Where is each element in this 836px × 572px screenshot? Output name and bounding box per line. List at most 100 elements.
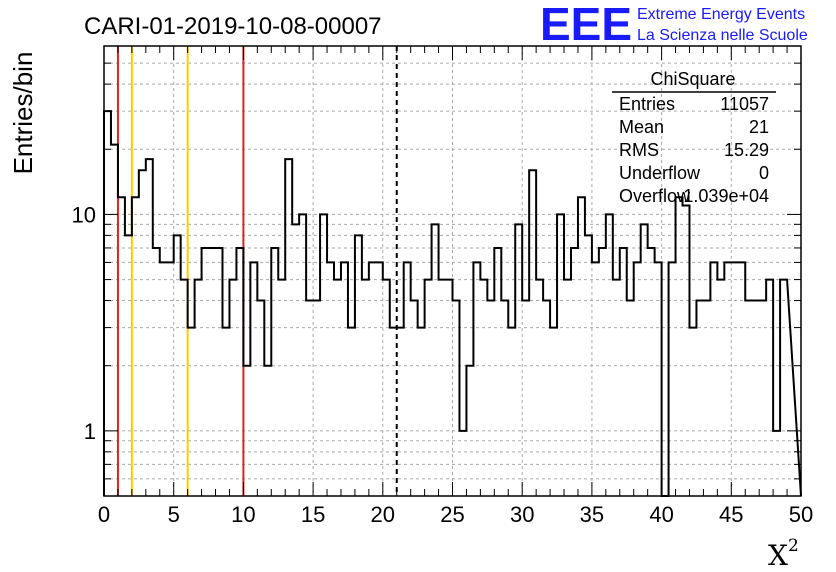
y-tick-label: 10 (72, 202, 96, 227)
histogram-bin (195, 280, 202, 496)
histogram-bin (243, 366, 250, 496)
logo-line-2: La Scienza nelle Scuole (637, 27, 808, 44)
histogram-bin (411, 301, 418, 496)
histogram-bin (209, 248, 216, 496)
logo-mark: EEE (540, 0, 632, 50)
histogram-bin (355, 235, 362, 496)
histogram-bin (292, 224, 299, 496)
histogram-bin (299, 214, 306, 496)
histogram-bin (278, 280, 285, 496)
stats-box: ChiSquare Entries 11057 Mean 21 RMS 15.2… (612, 69, 776, 206)
histogram-bin (773, 431, 780, 496)
histogram-bin (306, 301, 313, 496)
histogram-bin (494, 248, 501, 496)
histogram-bin (418, 328, 425, 496)
histogram-bin (153, 248, 160, 496)
histogram-bin (480, 280, 487, 496)
stats-title: ChiSquare (650, 69, 735, 89)
histogram-bin (557, 214, 564, 496)
histogram-bin (125, 235, 132, 496)
histogram-bin (397, 328, 404, 496)
histogram-bin (564, 280, 571, 496)
eee-logo: EEE Extreme Energy Events La Scienza nel… (540, 0, 808, 50)
stats-label: RMS (619, 140, 659, 160)
histogram-bin (683, 205, 690, 496)
histogram-bin (404, 262, 411, 496)
x-tick-label: 35 (580, 502, 604, 527)
stats-row-rms: RMS 15.29 (619, 140, 769, 160)
histogram-bin (236, 248, 243, 496)
histogram-bin (592, 262, 599, 496)
histogram-bin (334, 280, 341, 496)
histogram-bin (669, 262, 676, 496)
stats-label: Underflow (619, 163, 701, 183)
chart-title: CARI-01-2019-10-08-00007 (84, 13, 382, 40)
logo-line-1: Extreme Energy Events (637, 6, 805, 23)
histogram-bin (522, 301, 529, 496)
histogram-bin (446, 280, 453, 496)
histogram-bin (515, 224, 522, 496)
x-axis-label-base: X (768, 539, 788, 572)
histogram-bin (578, 197, 585, 496)
histogram-bin (459, 431, 466, 496)
histogram-bin (731, 262, 738, 496)
histogram-bin (181, 280, 188, 496)
tick-labels: 0 5 10 15 20 25 30 35 40 45 50 1 10 (72, 202, 814, 527)
y-tick-label: 1 (84, 419, 96, 444)
histogram-bin (689, 328, 696, 496)
stats-row-overflow: Overflow 1.039e+04 (619, 186, 769, 206)
histogram-bin (613, 280, 620, 496)
histogram-bin (745, 301, 752, 496)
histogram-bin (369, 262, 376, 496)
histogram-bin (627, 301, 634, 496)
histogram-bin (620, 248, 627, 496)
histogram-bin (550, 328, 557, 496)
histogram-bin (453, 301, 460, 496)
histogram-bin (167, 262, 174, 496)
x-tick-label: 20 (371, 502, 395, 527)
histogram-bin (257, 301, 264, 496)
x-tick-label: 30 (510, 502, 534, 527)
histogram-bin (348, 328, 355, 496)
histogram-bin (710, 262, 717, 496)
histogram-bin (439, 280, 446, 496)
histogram-bin (655, 262, 662, 496)
stats-row-entries: Entries 11057 (619, 94, 769, 114)
stats-value: 21 (749, 117, 769, 137)
histogram-bin (766, 280, 773, 496)
histogram-bin (425, 280, 432, 496)
histogram-bin (738, 262, 745, 496)
histogram-bin (383, 280, 390, 496)
histogram-bin (376, 262, 383, 496)
histogram-bin (188, 328, 195, 496)
histogram-bin (501, 301, 508, 496)
histogram-bin (118, 197, 125, 496)
histogram-bin (327, 262, 334, 496)
histogram-bin (285, 159, 292, 496)
x-tick-label: 5 (168, 502, 180, 527)
histogram-bin (599, 248, 606, 496)
stats-value: 11057 (720, 94, 769, 114)
histogram-bin (641, 224, 648, 496)
histogram-bin (174, 235, 181, 496)
histogram-bin (216, 248, 223, 496)
x-axis-label: X 2 (768, 536, 799, 572)
histogram-bin (543, 301, 550, 496)
reference-lines (116, 46, 398, 496)
histogram-bin (487, 301, 494, 496)
histogram-bin (724, 262, 731, 496)
histogram-bin (264, 366, 271, 496)
stats-row-mean: Mean 21 (619, 117, 769, 137)
stats-value: 1.039e+04 (683, 186, 769, 206)
stats-label: Overflow (619, 186, 691, 206)
x-tick-label: 15 (301, 502, 325, 527)
histogram-bin (529, 170, 536, 496)
histogram-bin (571, 248, 578, 496)
histogram-bin (759, 301, 766, 496)
x-tick-label: 25 (440, 502, 464, 527)
histogram-bin (104, 111, 111, 496)
histogram-bin (250, 262, 257, 496)
histogram-bin (341, 262, 348, 496)
histogram-bin (606, 214, 613, 496)
